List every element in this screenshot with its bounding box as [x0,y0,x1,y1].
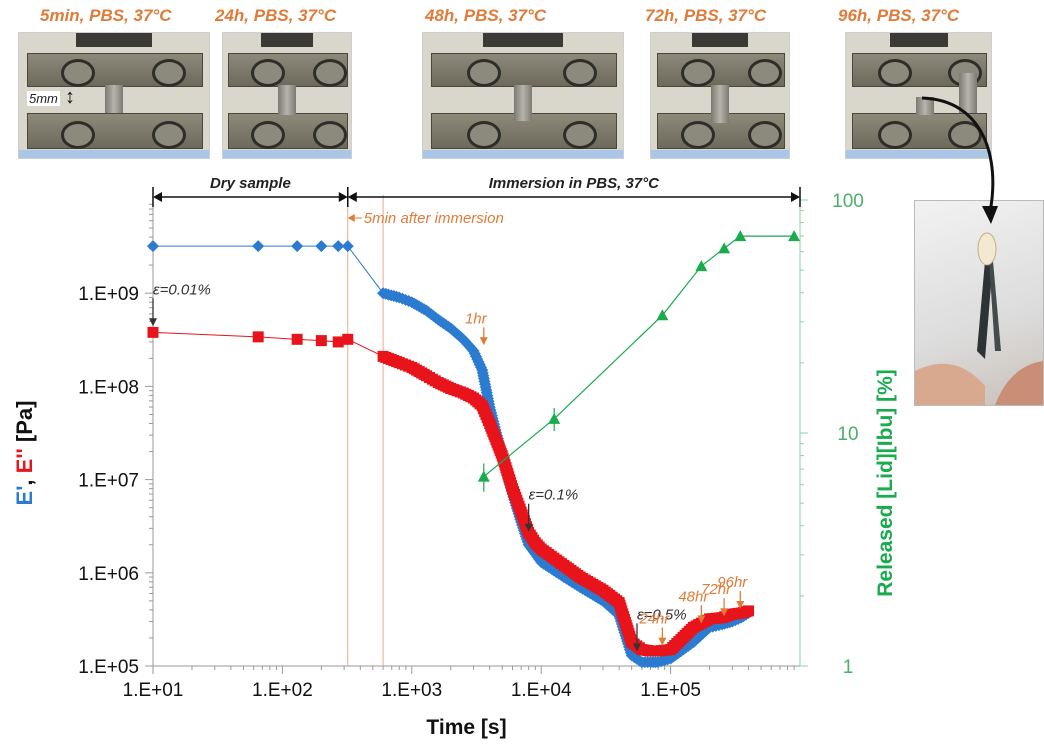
x-tick-label: 1.E+05 [640,680,701,701]
release-point [788,230,801,242]
annotation-arrowhead [524,523,533,532]
region-arrowhead [347,192,357,202]
y-tick-label: 1.E+07 [78,471,139,492]
y-tick-label: 1.E+08 [78,377,139,398]
loss-modulus-point [342,333,354,345]
y2-tick-label: 1 [843,657,854,678]
region-arrowhead [153,192,162,202]
annotation-arrowhead [736,601,745,610]
gap-label: 5mm [27,91,60,106]
photo-caption: 24h, PBS, 37°C [215,6,337,25]
annotation-label: 5min after immersion [364,210,504,227]
loss-modulus-point [332,336,344,348]
photo-caption: 72h, PBS, 37°C [645,6,767,25]
storage-modulus-point [252,240,265,253]
annotation-arrowhead [658,637,667,646]
storage-modulus-point [332,240,345,253]
storage-modulus-point [315,240,328,253]
rheology-release-chart: 1.E+01 1.E+02 1.E+03 1.E+04 1.E+05 1.E+05 1.E+… [12,175,897,739]
loss-modulus-point [252,331,264,343]
photo-caption: 96h, PBS, 37°C [838,6,960,25]
annotation-label: 72hr [701,581,732,598]
y-tick-label: 1.E+09 [78,284,139,305]
y-axis-label-part: E'' [12,448,37,473]
storage-modulus-point [341,240,354,253]
annotation-arrowhead [720,608,729,617]
y2-tick-label: 100 [832,191,864,212]
region-label: Immersion in PBS, 37°C [489,175,660,192]
region-arrowhead [338,192,348,202]
loss-modulus-line [152,331,749,652]
y2-tick-label: 10 [837,424,858,445]
region-arrowhead [791,192,800,202]
release-point [548,412,561,424]
x-tick-label: 1.E+01 [123,680,184,701]
annotation-arrowhead [697,615,706,624]
release-point [477,470,490,482]
sample-photo [422,32,624,159]
x-axis-label: Time [s] [426,716,506,739]
annotation-arrowhead [633,643,642,652]
release-point [718,242,731,254]
photo-caption: 48h, PBS, 37°C [425,6,547,25]
sample-tweezers-photo [914,200,1044,406]
loss-modulus-point [147,326,159,338]
photo-caption: 5min, PBS, 37°C [40,6,172,25]
annotation-label: 48hr [678,588,709,605]
loss-modulus-point [291,333,303,345]
annotation-arrowhead [149,318,157,327]
loss-modulus-point [743,605,755,617]
loss-modulus-point [315,335,327,347]
sample-photo: 5mm ↕ [18,32,210,159]
release-point [695,260,708,272]
y-axis-label: E', E'' [Pa] [12,401,37,506]
release-line [483,235,795,478]
storage-modulus-point [291,240,304,253]
sample-photo [650,32,790,159]
y-axis-label-part: , [12,473,37,485]
y-tick-label: 1.E+06 [78,564,139,585]
x-tick-label: 1.E+04 [511,680,572,701]
annotation-label: ε=0.1% [529,487,579,504]
y2-axis-label: Released [Lid][Ibu] [%] [874,369,897,597]
annotation-label: ε=0.01% [153,281,211,298]
x-tick-label: 1.E+02 [252,680,313,701]
x-tick-label: 1.E+03 [381,680,442,701]
storage-modulus-point [147,240,159,253]
annotation-label: 24hr [638,611,670,628]
double-arrow-icon: ↕ [65,86,75,108]
annotation-label: 1hr [465,310,488,327]
annotation-arrowhead [347,214,355,222]
annotation-arrowhead [479,337,488,346]
storage-modulus-line [153,245,749,663]
curved-arrow-icon [921,96,998,224]
sample-photo [222,32,352,159]
release-point [656,309,669,321]
release-point [734,230,747,242]
annotation-label: 96hr [717,574,748,591]
y-tick-label: 1.E+05 [78,657,139,678]
region-label: Dry sample [210,175,291,192]
y-axis-label-part: [Pa] [12,401,37,449]
y-axis-label-part: E' [12,486,37,506]
annotation-label: ε=0.5% [637,606,687,623]
